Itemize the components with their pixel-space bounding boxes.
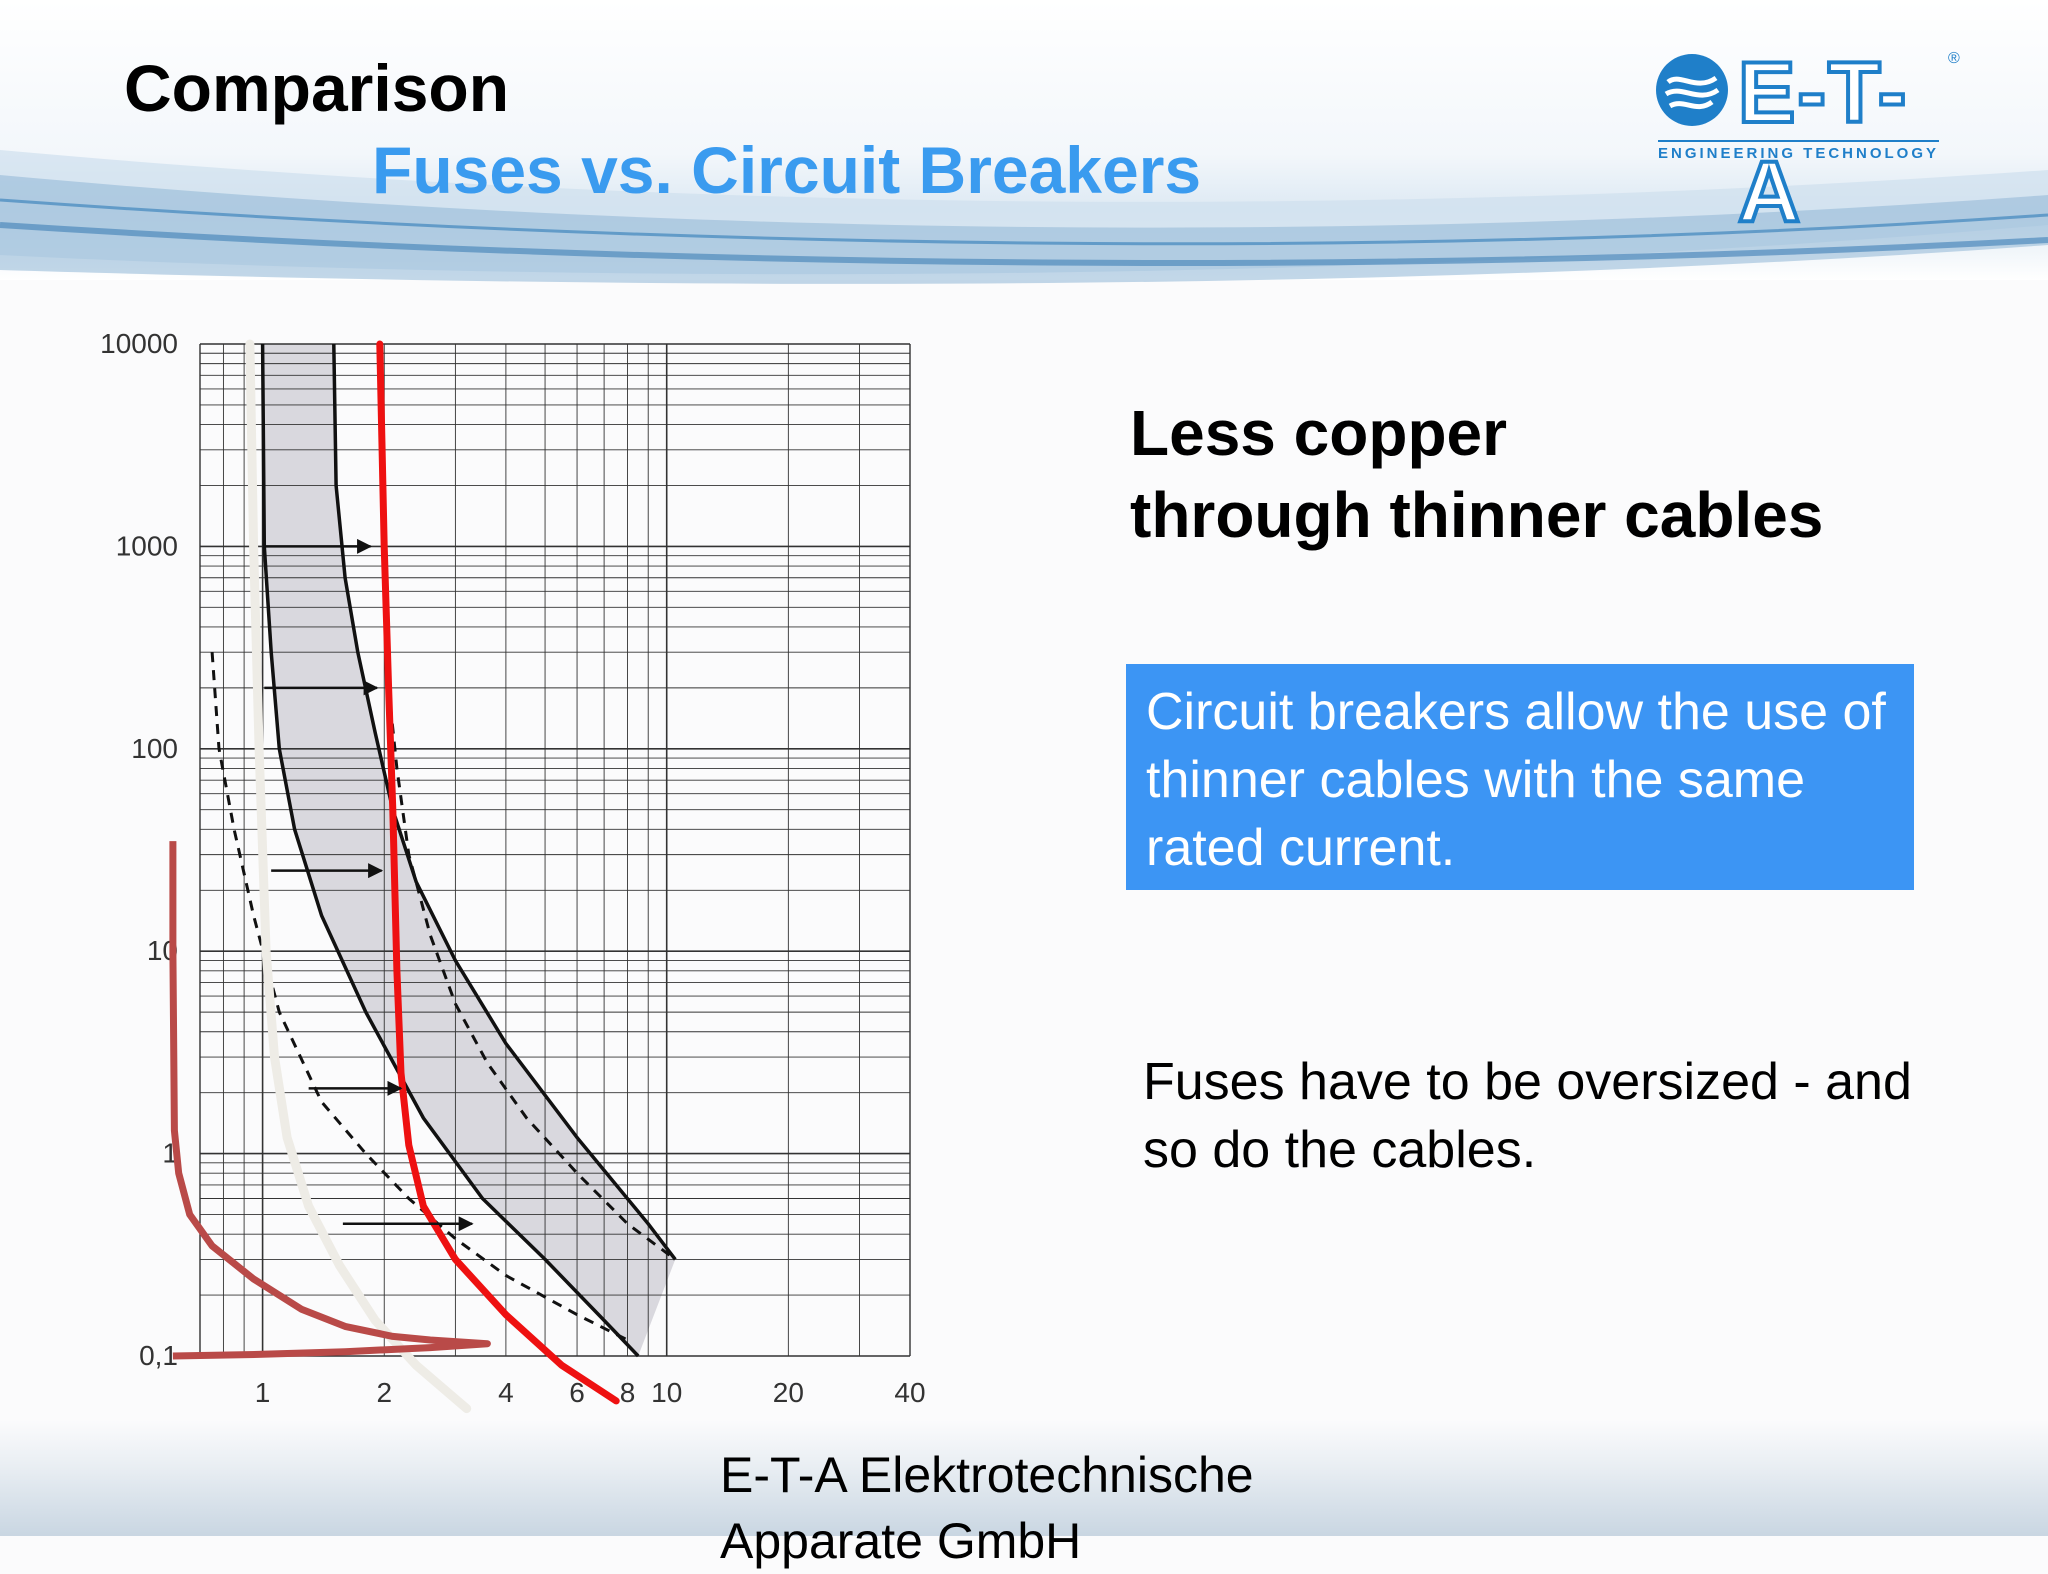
curve-black-solid xyxy=(260,343,640,1358)
logo-tagline: ENGINEERING TECHNOLOGY xyxy=(1658,140,1940,162)
x-tick-label: 10 xyxy=(651,1377,682,1408)
curve-brown xyxy=(169,841,491,1360)
fuse-note: Fuses have to be oversized - and so do t… xyxy=(1143,1053,1912,1179)
right-heading-line1: Less copper xyxy=(1130,397,1508,469)
footer-company: E-T-A Elektrotechnische Apparate GmbH xyxy=(720,1442,1254,1574)
y-tick-label: 10000 xyxy=(100,328,178,359)
right-heading-line2: through thinner cables xyxy=(1130,479,1824,551)
x-tick-label: 20 xyxy=(773,1377,804,1408)
y-tick-label: 0,1 xyxy=(139,1340,178,1371)
x-tick-label: 4 xyxy=(498,1377,514,1408)
eta-logo: E-T-A ® ENGINEERING TECHNOLOGY xyxy=(1652,43,1968,242)
slide-title: Comparison xyxy=(124,51,510,125)
slide-subtitle: Fuses vs. Circuit Breakers xyxy=(372,133,1202,207)
curve-black-dashed xyxy=(210,652,629,1342)
right-heading: Less copper through thinner cables xyxy=(1130,392,1823,556)
curve-black-solid xyxy=(332,343,677,1261)
y-tick-label: 100 xyxy=(131,733,178,764)
tolerance-band xyxy=(262,344,676,1356)
logo-registered-mark: ® xyxy=(1948,50,1960,67)
y-tick-label: 1000 xyxy=(116,530,178,561)
x-tick-label: 2 xyxy=(376,1377,392,1408)
x-tick-label: 1 xyxy=(255,1377,271,1408)
footer-band xyxy=(0,1420,2048,1536)
footer-line2: Apparate GmbH xyxy=(720,1513,1082,1569)
logo-wordmark: E-T-A xyxy=(1736,43,1909,242)
tripping-curve-chart: 0,111010010001000012468102040Vielfache d… xyxy=(100,328,925,1455)
x-tick-label: 6 xyxy=(569,1377,585,1408)
curve-red xyxy=(376,340,620,1405)
header-swoosh xyxy=(0,150,2048,284)
callout-box: Circuit breakers allow the use of thinne… xyxy=(1126,664,1914,890)
x-tick-label: 8 xyxy=(620,1377,636,1408)
logo-globe-icon xyxy=(1656,54,1728,126)
footer-line1: E-T-A Elektrotechnische xyxy=(720,1447,1254,1503)
x-tick-label: 40 xyxy=(894,1377,925,1408)
